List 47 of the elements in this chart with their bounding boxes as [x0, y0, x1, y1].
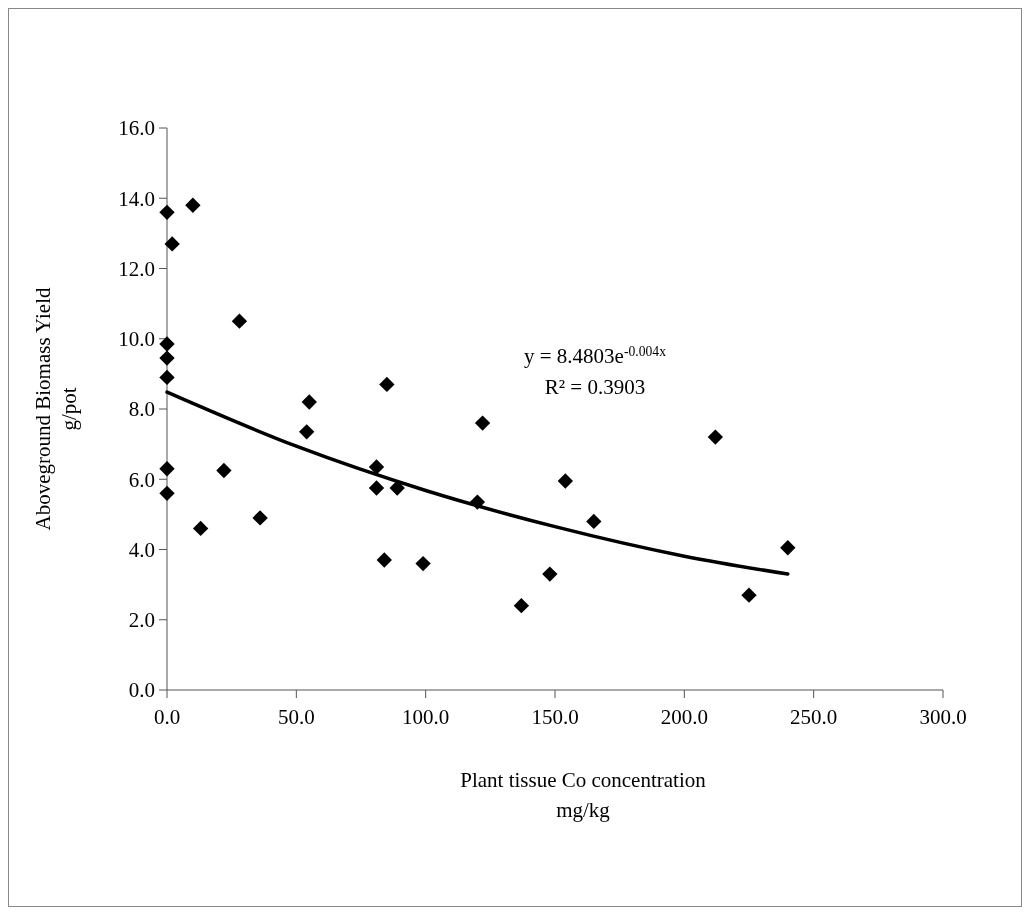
annotation: y = 8.4803e$^{-0.004x}$ — [524, 343, 667, 368]
point — [159, 485, 175, 501]
point — [542, 566, 558, 582]
point — [376, 552, 392, 568]
point — [159, 350, 175, 366]
x-tick-label: 300.0 — [919, 705, 967, 729]
point — [474, 415, 491, 431]
x-tick-label: 50.0 — [277, 705, 315, 729]
point — [159, 461, 175, 477]
point — [185, 197, 201, 213]
point — [513, 598, 530, 614]
y-tick-label: 10.0 — [118, 327, 155, 352]
y-axis-title: Aboveground Biomass Yield g/pot — [31, 286, 81, 531]
point — [216, 462, 232, 479]
point — [557, 473, 574, 489]
x-tick-label: 100.0 — [402, 705, 450, 729]
annotation: R² = 0.3903 — [544, 375, 646, 399]
point — [159, 336, 175, 352]
point — [192, 520, 209, 537]
y-tick-label: 14.0 — [118, 186, 155, 211]
y-tick-label: 8.0 — [128, 397, 155, 422]
point — [159, 369, 175, 386]
x-tick-label: 0.0 — [153, 705, 181, 729]
point — [415, 555, 431, 572]
x-tick-label: 150.0 — [531, 705, 579, 729]
point — [368, 480, 385, 496]
y-tick-label: 0.0 — [128, 678, 155, 703]
x-axis-title: Plant tissue Co concentration mg/kg — [460, 768, 707, 822]
point — [707, 429, 724, 445]
y-tick-label: 12.0 — [118, 256, 155, 281]
point — [159, 204, 175, 220]
point — [741, 587, 757, 603]
y-tick-label: 16.0 — [118, 116, 155, 141]
y-tick-label: 2.0 — [128, 608, 155, 633]
point — [231, 313, 248, 329]
point — [252, 510, 268, 526]
x-tick-label: 250.0 — [790, 705, 838, 729]
point — [301, 394, 317, 410]
y-tick-label: 4.0 — [128, 537, 155, 562]
point — [299, 424, 315, 440]
point — [780, 540, 796, 556]
y-tick-label: 6.0 — [128, 467, 155, 492]
point — [586, 513, 602, 530]
point — [379, 376, 395, 393]
point — [368, 459, 385, 475]
x-tick-label: 200.0 — [660, 705, 708, 729]
point — [164, 236, 180, 252]
